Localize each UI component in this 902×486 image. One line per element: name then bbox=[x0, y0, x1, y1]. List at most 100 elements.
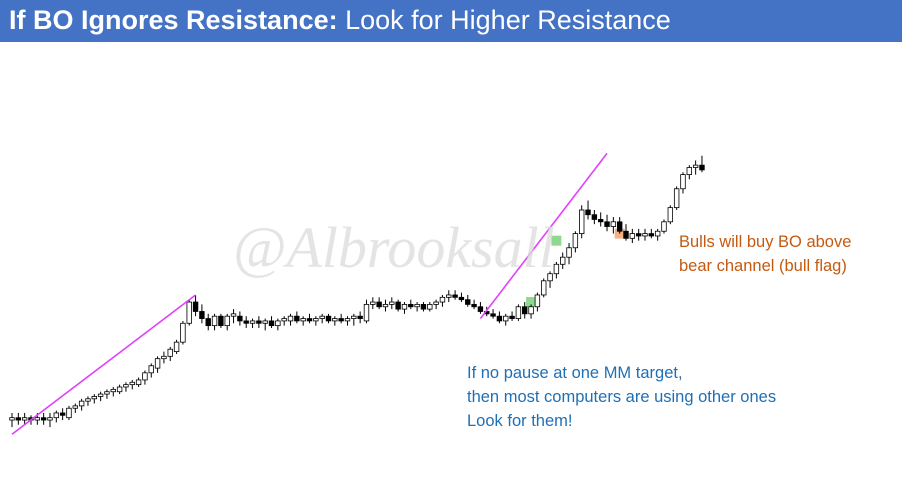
candle-body-65 bbox=[420, 303, 427, 310]
candle-body-43 bbox=[281, 318, 287, 322]
candle-body-61 bbox=[395, 301, 401, 310]
candle-body-81 bbox=[522, 306, 528, 315]
candle-body-52 bbox=[338, 318, 344, 322]
mm-target-note-line-2: then most computers are using other ones bbox=[467, 388, 777, 406]
candle-body-33 bbox=[218, 315, 224, 327]
candle-body-85 bbox=[547, 273, 553, 282]
candle-body-19 bbox=[129, 381, 135, 386]
candle-body-96 bbox=[616, 221, 623, 232]
candle-body-46 bbox=[300, 318, 306, 322]
candle-body-106 bbox=[680, 174, 686, 190]
candle-body-24 bbox=[161, 355, 167, 360]
candle-body-93 bbox=[597, 219, 604, 223]
candle-body-59 bbox=[382, 303, 389, 308]
candle-body-76 bbox=[490, 313, 496, 317]
candle-body-36 bbox=[237, 315, 243, 322]
candle-body-94 bbox=[604, 221, 610, 227]
candle-body-95 bbox=[610, 221, 617, 227]
candle-body-66 bbox=[427, 303, 433, 310]
candle-body-50 bbox=[325, 315, 332, 322]
bull-flag-note-line-1: Bulls will buy BO above bbox=[679, 233, 852, 251]
candle-body-8 bbox=[59, 412, 66, 416]
candle-body-31 bbox=[205, 318, 211, 327]
candle-body-107 bbox=[686, 167, 693, 176]
candlestick-chart bbox=[9, 152, 705, 435]
candle-body-64 bbox=[414, 303, 420, 308]
candle-body-100 bbox=[642, 233, 648, 237]
candle-body-71 bbox=[458, 296, 465, 301]
candle-body-18 bbox=[123, 384, 129, 388]
candle-body-32 bbox=[211, 315, 218, 327]
candle-body-30 bbox=[199, 311, 205, 319]
candle-body-42 bbox=[275, 320, 281, 327]
candle-body-103 bbox=[661, 221, 667, 232]
candle-body-86 bbox=[553, 263, 560, 275]
candle-body-58 bbox=[376, 301, 382, 308]
candle-body-49 bbox=[319, 315, 325, 319]
bull-flag-note: Bulls will buy BO above bear channel (bu… bbox=[679, 230, 851, 278]
candle-body-39 bbox=[256, 320, 262, 324]
candle-body-99 bbox=[635, 233, 642, 237]
candle-body-37 bbox=[243, 320, 249, 324]
bull-flag-note-line-2: bear channel (bull flag) bbox=[679, 257, 847, 275]
candle-body-12 bbox=[85, 398, 91, 402]
highlight-box-0 bbox=[526, 297, 537, 308]
candle-body-68 bbox=[439, 296, 446, 303]
candle-body-57 bbox=[370, 301, 376, 305]
candle-body-11 bbox=[78, 400, 85, 407]
candle-body-56 bbox=[363, 303, 370, 322]
candle-body-14 bbox=[97, 393, 104, 397]
candle-body-53 bbox=[344, 318, 351, 322]
candle-body-16 bbox=[110, 388, 116, 393]
candle-body-80 bbox=[515, 306, 522, 319]
candle-body-13 bbox=[91, 396, 97, 400]
candle-body-7 bbox=[53, 412, 60, 419]
candle-body-25 bbox=[167, 348, 173, 357]
candle-body-101 bbox=[648, 233, 655, 237]
candle-body-2 bbox=[21, 417, 28, 421]
candle-body-78 bbox=[503, 315, 509, 322]
candle-body-104 bbox=[667, 207, 674, 223]
candle-body-90 bbox=[579, 209, 585, 235]
candle-body-10 bbox=[72, 405, 78, 409]
candle-body-28 bbox=[186, 301, 192, 324]
mm-target-note-line-3: Look for them! bbox=[467, 412, 573, 430]
candle-body-88 bbox=[566, 247, 572, 258]
candle-body-5 bbox=[40, 417, 47, 421]
candle-body-89 bbox=[572, 233, 579, 249]
candle-body-41 bbox=[268, 320, 275, 327]
candle-body-9 bbox=[66, 407, 72, 419]
candle-body-83 bbox=[534, 294, 541, 308]
page-title-rest: Look for Higher Resistance bbox=[345, 5, 671, 35]
candle-body-67 bbox=[433, 301, 439, 305]
candle-body-27 bbox=[180, 322, 186, 343]
candle-body-77 bbox=[496, 315, 503, 322]
title-bar: If BO Ignores Resistance: Look for Highe… bbox=[0, 0, 902, 42]
candle-body-38 bbox=[249, 320, 256, 324]
highlight-box-1 bbox=[551, 235, 562, 246]
candle-body-84 bbox=[541, 280, 547, 296]
candle-body-45 bbox=[294, 315, 300, 322]
candle-body-23 bbox=[154, 358, 161, 369]
candle-body-48 bbox=[313, 318, 319, 322]
candle-body-4 bbox=[34, 417, 41, 421]
candle-body-29 bbox=[192, 301, 199, 312]
candle-body-72 bbox=[465, 299, 471, 305]
candle-body-97 bbox=[623, 230, 629, 239]
candle-body-105 bbox=[673, 188, 680, 209]
page-title-bold: If BO Ignores Resistance: bbox=[9, 5, 338, 35]
candle-body-44 bbox=[287, 315, 294, 322]
candle-body-74 bbox=[477, 306, 484, 312]
candle-body-35 bbox=[230, 313, 237, 317]
candle-body-21 bbox=[142, 372, 148, 381]
candle-body-1 bbox=[15, 417, 22, 421]
candle-body-17 bbox=[116, 386, 123, 393]
candle-body-34 bbox=[224, 315, 230, 327]
candle-body-91 bbox=[585, 209, 591, 216]
candle-body-0 bbox=[9, 417, 15, 421]
candle-body-92 bbox=[591, 214, 598, 220]
candle-body-22 bbox=[148, 365, 154, 374]
candle-body-62 bbox=[401, 303, 408, 310]
candle-body-15 bbox=[104, 391, 110, 395]
candle-body-51 bbox=[332, 318, 338, 322]
